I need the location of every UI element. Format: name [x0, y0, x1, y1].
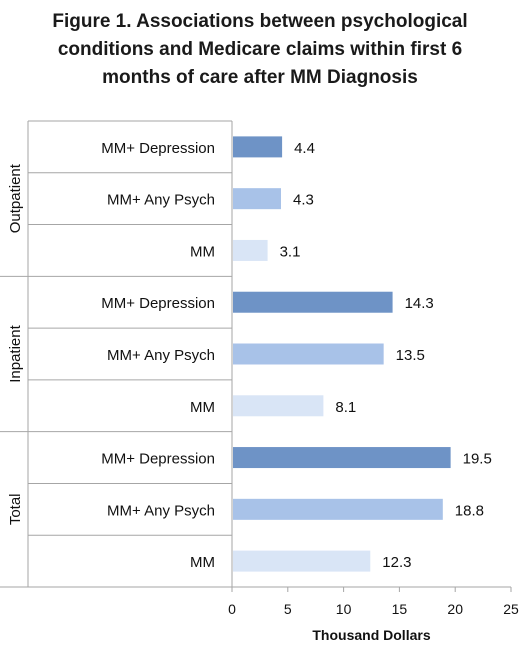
bar — [233, 550, 371, 572]
bar — [233, 188, 281, 210]
x-tick-label: 20 — [447, 601, 463, 617]
category-label: MM — [190, 243, 215, 260]
bar — [233, 239, 268, 261]
x-axis-title: Thousand Dollars — [312, 627, 430, 643]
data-label: 3.1 — [280, 243, 301, 260]
data-label: 13.5 — [396, 347, 425, 364]
bar — [233, 136, 283, 158]
x-tick-label: 25 — [503, 601, 519, 617]
x-tick-label: 0 — [228, 601, 236, 617]
chart-title: Figure 1. Associations between psycholog… — [0, 8, 520, 92]
data-label: 14.3 — [405, 295, 434, 312]
bar — [233, 291, 393, 313]
category-label: MM+ Depression — [101, 295, 215, 312]
bar — [233, 447, 451, 469]
bar — [233, 498, 443, 520]
group-label: Outpatient — [7, 163, 24, 233]
data-label: 19.5 — [463, 451, 492, 468]
category-label: MM — [190, 399, 215, 416]
group-label: Total — [7, 493, 24, 525]
group-label: Inpatient — [7, 324, 24, 382]
x-tick-label: 10 — [336, 601, 352, 617]
category-label: MM+ Any Psych — [107, 347, 215, 364]
bar — [233, 395, 324, 417]
chart-title-line-3: months of care after MM Diagnosis — [102, 67, 418, 88]
data-label: 12.3 — [382, 554, 411, 571]
chart-title-line-2: conditions and Medicare claims within fi… — [57, 39, 463, 60]
data-label: 4.3 — [293, 192, 314, 209]
bar — [233, 343, 384, 365]
category-label: MM+ Depression — [101, 451, 215, 468]
category-label: MM+ Any Psych — [107, 192, 215, 209]
data-label: 4.4 — [294, 140, 315, 157]
x-tick-label: 15 — [392, 601, 408, 617]
category-label: MM — [190, 554, 215, 571]
category-label: MM+ Any Psych — [107, 502, 215, 519]
category-label: MM+ Depression — [101, 140, 215, 157]
chart-title-line-1: Figure 1. Associations between psycholog… — [52, 11, 468, 32]
data-label: 8.1 — [335, 399, 356, 416]
data-label: 18.8 — [455, 502, 484, 519]
x-tick-label: 5 — [284, 601, 292, 617]
